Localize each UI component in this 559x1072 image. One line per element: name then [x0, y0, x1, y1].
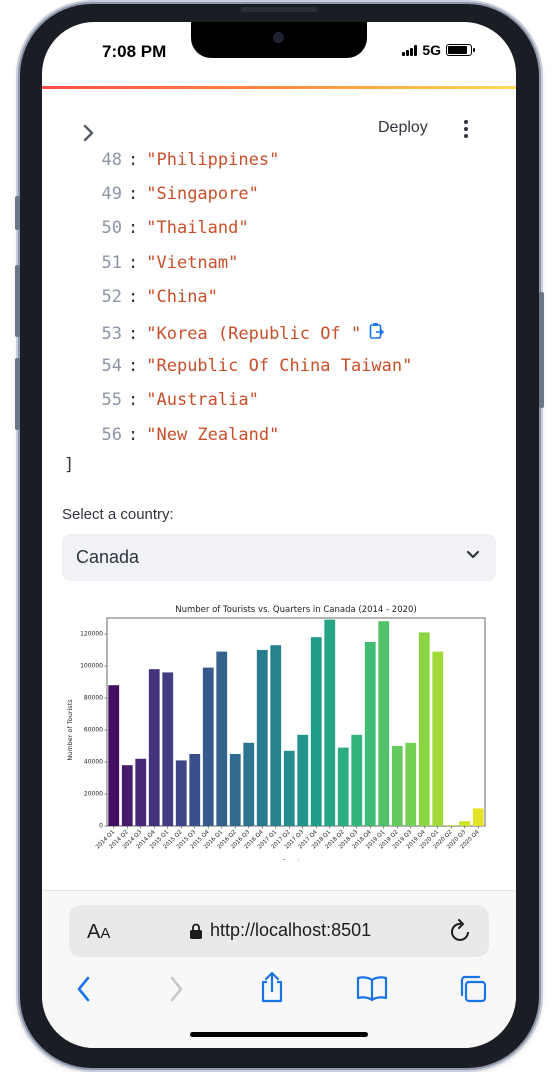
chart-bar — [324, 619, 336, 826]
country-select[interactable]: Canada — [62, 534, 496, 581]
deploy-button[interactable]: Deploy — [378, 119, 428, 136]
bookmarks-icon[interactable] — [356, 974, 388, 1002]
chart-bar — [270, 645, 282, 826]
chevron-right-icon — [83, 124, 94, 142]
battery-icon — [446, 44, 475, 56]
json-closing-bracket: ] — [64, 455, 75, 475]
list-item: 53 : "Korea (Republic Of " — [92, 322, 385, 345]
phone-action-button — [15, 196, 20, 230]
phone-screen: 7:08 PM 5G Deploy 48 : "Philippines" 49 … — [42, 22, 516, 1048]
chart-bar — [135, 758, 147, 826]
list-item: 56 : "New Zealand" — [101, 425, 280, 445]
chart-bar — [243, 742, 255, 826]
chart-bar — [216, 651, 228, 826]
chart-bar — [189, 754, 201, 826]
chart-bar — [337, 747, 349, 826]
list-item: 54 : "Republic Of China Taiwan" — [101, 356, 413, 376]
list-item: 50 : "Thailand" — [101, 218, 249, 238]
status-time: 7:08 PM — [102, 42, 167, 61]
copy-to-clipboard-icon[interactable] — [369, 322, 385, 345]
chart-bar — [378, 621, 390, 826]
chart-bar — [459, 821, 471, 826]
chart-ylabel: Number of Tourists — [66, 699, 74, 761]
country-json-list: 48 : "Philippines" 49 : "Singapore" 50 :… — [60, 152, 500, 482]
url-text[interactable]: http://localhost:8501 — [210, 920, 372, 940]
country-select-value: Canada — [76, 547, 140, 567]
phone-volume-up-button — [15, 265, 20, 337]
country-select-label: Select a country: — [62, 506, 174, 523]
chart-y-tick-label: 80000 — [84, 695, 103, 702]
chart-bar — [364, 642, 376, 826]
status-indicators: 5G — [402, 42, 475, 58]
list-item: 52 : "China" — [101, 287, 218, 307]
chart-bar — [108, 685, 120, 826]
footer-divider — [42, 890, 516, 891]
network-type: 5G — [422, 42, 441, 58]
main-menu-button[interactable] — [464, 120, 468, 138]
reload-icon[interactable] — [449, 918, 473, 944]
camera-icon — [273, 32, 284, 43]
chart-plot-frame — [106, 617, 486, 827]
home-indicator — [190, 1032, 368, 1037]
chart-bar — [445, 825, 457, 826]
chart-bar — [432, 651, 444, 826]
address-bar[interactable]: AA http://localhost:8501 — [69, 905, 489, 957]
chart-y-tick-label: 20000 — [84, 791, 103, 798]
chart-y-tick-label: 40000 — [84, 759, 103, 766]
chart-bar — [472, 808, 484, 826]
list-item: 48 : "Philippines" — [101, 152, 280, 170]
chart-bar — [148, 669, 160, 826]
chart-bar — [162, 672, 174, 826]
sidebar-expand-button[interactable] — [82, 122, 96, 148]
chart-title: Number of Tourists vs. Quarters in Canad… — [175, 605, 417, 615]
phone-speaker — [241, 7, 317, 12]
chart-bar — [121, 765, 133, 826]
phone-volume-down-button — [15, 358, 20, 430]
browser-nav-row — [42, 971, 516, 1010]
chart-y-tick-label: 100000 — [80, 663, 103, 670]
chart-svg: Number of Tourists vs. Quarters in Canad… — [66, 605, 486, 866]
chart-y-tick-label: 60000 — [84, 727, 103, 734]
list-item: 51 : "Vietnam" — [101, 253, 239, 273]
chart-bar — [351, 734, 363, 826]
tabs-icon[interactable] — [458, 974, 488, 1004]
list-item: 55 : "Australia" — [101, 390, 259, 410]
back-icon[interactable] — [74, 974, 94, 1004]
forward-icon[interactable] — [166, 974, 186, 1004]
chart-bar — [297, 734, 309, 826]
chart-bar — [202, 667, 214, 826]
chart-bar — [175, 760, 187, 826]
chart-bar — [283, 750, 295, 826]
tourists-bar-chart: Number of Tourists vs. Quarters in Canad… — [62, 598, 496, 866]
chart-bar — [391, 746, 403, 826]
phone-power-button — [539, 292, 544, 408]
share-icon[interactable] — [258, 970, 286, 1004]
chart-bar — [229, 754, 241, 826]
chart-bar — [418, 632, 430, 826]
app-decoration-bar — [42, 86, 516, 89]
list-item: 49 : "Singapore" — [101, 184, 259, 204]
chart-bar — [405, 742, 417, 826]
chart-bar — [310, 637, 322, 826]
chart-y-tick-label: 120000 — [80, 631, 103, 638]
signal-strength-icon — [402, 44, 418, 56]
lock-icon — [190, 923, 202, 939]
chart-y-tick-label: 0 — [99, 823, 103, 830]
chart-bar — [256, 650, 268, 826]
text-size-button[interactable]: AA — [87, 921, 111, 943]
chart-xlabel: Quarters — [282, 858, 311, 860]
dynamic-notch — [191, 22, 367, 58]
chevron-down-icon — [466, 550, 480, 559]
